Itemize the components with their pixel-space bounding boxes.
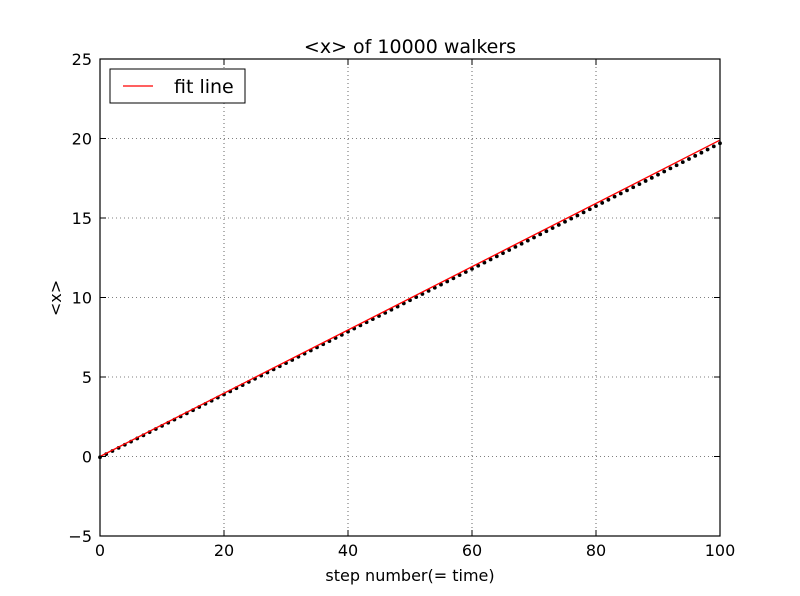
data-point: [693, 153, 698, 158]
y-tick-label: 25: [72, 50, 92, 69]
data-point: [587, 207, 592, 212]
data-point: [507, 248, 512, 252]
chart-title: <x> of 10000 walkers: [304, 36, 516, 58]
fit-line: [99, 139, 721, 458]
data-points: [98, 141, 722, 460]
data-point: [711, 144, 716, 149]
data-point: [705, 147, 710, 152]
data-point: [575, 213, 580, 218]
data-point: [680, 160, 685, 165]
data-point: [494, 254, 499, 259]
x-tick-label: 100: [705, 541, 736, 560]
data-point: [594, 204, 598, 208]
data-point: [476, 263, 481, 268]
data-point: [525, 238, 530, 243]
data-point: [482, 260, 487, 265]
y-tick-label: 5: [82, 368, 92, 387]
data-point: [606, 197, 611, 202]
y-tick-label: 15: [72, 209, 92, 228]
data-point: [513, 244, 518, 249]
data-point: [687, 157, 691, 161]
grid: [99, 58, 721, 537]
data-point: [637, 182, 642, 186]
x-tick-label: 0: [95, 541, 105, 560]
data-point: [538, 232, 543, 237]
data-point: [699, 150, 704, 155]
data-point: [470, 266, 474, 271]
data-point: [662, 169, 667, 174]
data-point: [544, 229, 549, 234]
x-tick-label: 40: [338, 541, 358, 560]
y-tick-label: 0: [82, 448, 92, 467]
data-point: [488, 257, 493, 262]
data-point: [563, 219, 567, 224]
x-tick-label: 20: [214, 541, 234, 560]
data-point: [556, 223, 561, 227]
x-tick-label: 60: [462, 541, 482, 560]
data-point: [668, 166, 673, 171]
data-point: [674, 163, 679, 168]
y-tick-label: 20: [72, 130, 92, 149]
data-point: [612, 194, 617, 199]
data-point: [519, 241, 524, 246]
legend: fit line: [109, 68, 246, 104]
data-point: [532, 235, 536, 240]
data-point: [581, 210, 586, 215]
data-point: [625, 188, 629, 193]
data-point: [569, 216, 574, 221]
data-point: [457, 273, 462, 278]
data-point: [501, 251, 505, 256]
data-point: [550, 226, 555, 230]
data-point: [656, 172, 660, 177]
y-axis-label: <x>: [46, 280, 65, 316]
fit-line-series: [99, 139, 721, 458]
y-tick-label: −5: [68, 527, 92, 546]
legend-label-fit-line: fit line: [174, 76, 234, 98]
data-point: [649, 175, 654, 180]
data-point: [643, 179, 648, 183]
x-axis-label: step number(= time): [325, 566, 494, 585]
data-point: [600, 201, 605, 205]
x-tick-label: 80: [586, 541, 606, 560]
data-point: [631, 185, 636, 190]
data-point: [618, 191, 623, 196]
data-point: [463, 270, 468, 274]
y-tick-label: 10: [72, 289, 92, 308]
